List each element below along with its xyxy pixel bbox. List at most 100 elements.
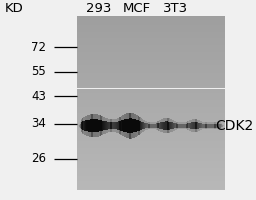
Bar [151,124,152,128]
Bar [111,119,112,132]
Bar [151,122,152,129]
Bar [185,124,186,128]
Bar [104,121,105,130]
Bar [77,131,225,132]
Bar [168,118,169,133]
Bar [130,118,131,133]
Bar [219,122,220,129]
Bar [79,124,80,128]
Bar [156,123,157,128]
Bar [144,123,145,129]
Bar [77,44,225,45]
Bar [163,122,164,130]
Bar [78,125,79,126]
Bar [106,118,107,133]
Bar [179,122,180,129]
Bar [181,122,182,129]
Bar [139,121,140,131]
Bar [77,152,225,154]
Bar [213,124,214,128]
Bar [77,170,225,171]
Bar [77,149,225,151]
Bar [111,122,112,129]
Bar [109,119,110,132]
Bar [153,122,154,129]
Bar [119,117,120,134]
Bar [79,125,80,127]
Text: 34: 34 [31,117,46,130]
Bar [77,138,225,139]
Bar [217,122,218,129]
Bar [214,122,215,129]
Bar [211,122,212,129]
Bar [201,122,202,130]
Bar [77,154,225,155]
Bar [95,114,96,137]
Bar [135,119,136,132]
Bar [77,109,225,110]
Text: 72: 72 [31,41,46,54]
Bar [212,124,213,128]
Bar [211,122,212,129]
Bar [133,113,134,138]
Bar [114,122,115,129]
Bar [206,124,207,128]
Bar [129,118,130,133]
Bar [77,16,225,17]
Bar [77,136,225,138]
Bar [200,121,201,130]
Bar [156,123,157,128]
Bar [77,88,225,90]
Text: 55: 55 [31,65,46,78]
Bar [136,115,137,137]
Bar [89,115,90,137]
Bar [173,120,174,131]
Bar [199,123,200,128]
Bar [77,36,225,38]
Bar [103,121,104,130]
Bar [77,141,225,142]
Bar [77,186,225,187]
Bar [91,114,92,137]
Bar [98,120,99,132]
Bar [171,119,172,132]
Bar [111,122,112,129]
Bar [210,122,211,129]
Bar [101,116,102,135]
Bar [77,65,225,67]
Bar [151,122,152,129]
Bar [201,123,202,128]
Bar [95,119,96,132]
Bar [170,119,171,132]
Bar [155,122,156,129]
Bar [141,118,142,133]
Bar [77,165,225,167]
Bar [137,120,138,131]
Bar [77,161,225,162]
Bar [125,114,126,137]
Bar [77,32,225,33]
Bar [167,121,168,130]
Bar [102,121,103,131]
Bar [77,60,225,61]
Bar [193,119,194,132]
Bar [207,124,208,128]
Bar [77,68,225,70]
Bar [82,121,83,130]
Bar [166,121,167,130]
Bar [77,55,225,57]
Bar [130,113,131,139]
Bar [77,122,225,123]
Bar [209,124,210,128]
Bar [82,118,83,134]
Bar [146,123,147,128]
Bar [209,122,210,129]
Bar [212,122,213,129]
Bar [151,124,152,128]
Bar [176,124,177,128]
Bar [171,119,172,132]
Bar [143,120,144,132]
Bar [81,119,82,132]
Bar [194,122,195,129]
Bar [77,129,225,131]
